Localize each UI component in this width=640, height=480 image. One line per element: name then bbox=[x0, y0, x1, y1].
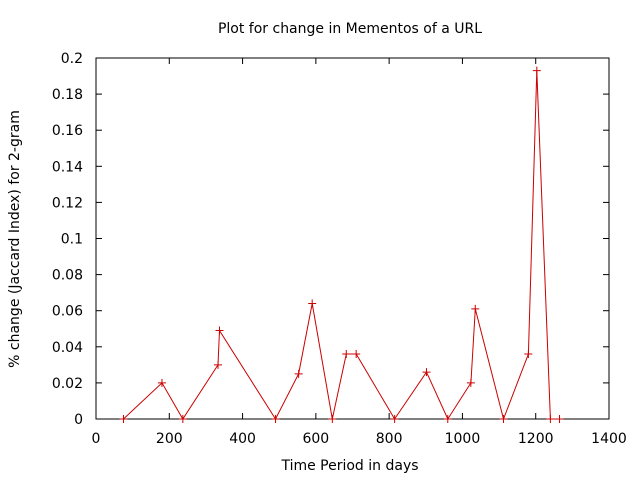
y-tick-label: 0.14 bbox=[52, 159, 83, 175]
data-point bbox=[178, 415, 187, 423]
series-line bbox=[123, 70, 560, 421]
x-tick-label: 1000 bbox=[445, 431, 481, 447]
x-tick-label: 800 bbox=[376, 431, 403, 447]
y-tick-label: 0.2 bbox=[61, 51, 83, 67]
y-tick-label: 0.08 bbox=[52, 268, 83, 284]
data-point bbox=[328, 415, 337, 423]
data-point bbox=[294, 369, 303, 378]
data-point bbox=[352, 350, 361, 359]
x-axis-label: Time Period in days bbox=[280, 458, 418, 474]
data-point bbox=[342, 350, 351, 359]
y-tick-label: 0.1 bbox=[61, 232, 83, 248]
data-point bbox=[308, 299, 317, 308]
y-tick-label: 0.16 bbox=[52, 123, 83, 139]
data-point bbox=[466, 378, 475, 387]
x-tick-label: 1200 bbox=[518, 431, 554, 447]
data-point bbox=[499, 415, 508, 423]
y-axis-label: % change (Jaccard Index) for 2-gram bbox=[7, 110, 23, 368]
data-point bbox=[546, 415, 555, 423]
x-tick-label: 400 bbox=[229, 431, 256, 447]
data-point bbox=[271, 415, 280, 423]
chart-title: Plot for change in Mementos of a URL bbox=[218, 21, 482, 37]
y-axis: 0 0.02 0.04 0.06 0.08 0.1 0.12 0.14 0.16 0.18 0.2 bbox=[52, 51, 609, 428]
data-point bbox=[443, 415, 452, 423]
series-points bbox=[119, 66, 564, 423]
data-point bbox=[524, 350, 533, 359]
y-tick-label: 0.12 bbox=[52, 195, 83, 211]
y-tick-label: 0 bbox=[74, 412, 83, 428]
data-point bbox=[214, 360, 223, 369]
x-tick-label: 200 bbox=[156, 431, 183, 447]
x-tick-label: 1400 bbox=[591, 431, 627, 447]
data-point bbox=[422, 368, 431, 377]
x-tick-label: 0 bbox=[92, 431, 101, 447]
y-tick-label: 0.06 bbox=[52, 304, 83, 320]
data-point bbox=[555, 415, 564, 423]
data-point bbox=[471, 304, 480, 313]
data-point bbox=[215, 326, 224, 335]
y-tick-label: 0.18 bbox=[52, 87, 83, 103]
data-point bbox=[532, 66, 541, 75]
data-point bbox=[157, 378, 166, 387]
y-tick-label: 0.02 bbox=[52, 376, 83, 392]
x-axis: 0 200 400 600 800 1000 1200 1400 bbox=[92, 58, 627, 447]
x-tick-label: 600 bbox=[302, 431, 329, 447]
data-point bbox=[119, 415, 128, 423]
y-tick-label: 0.04 bbox=[52, 340, 83, 356]
data-point bbox=[390, 415, 399, 423]
